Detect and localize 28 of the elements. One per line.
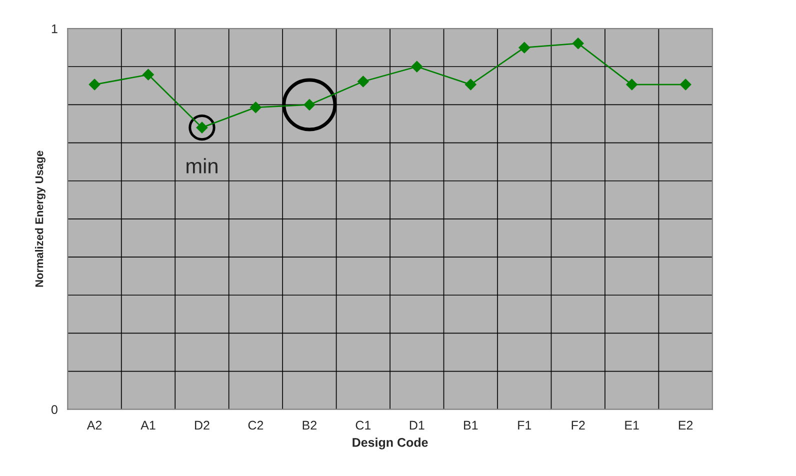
x-tick-label: A1	[140, 420, 156, 430]
x-tick-label: E1	[625, 420, 639, 430]
point	[518, 42, 530, 54]
x-tick-label: C1	[356, 420, 371, 430]
x-tick-label: F1	[518, 420, 532, 430]
point	[142, 69, 154, 80]
x-tick-label: B1	[464, 420, 478, 430]
point	[88, 78, 100, 90]
point	[250, 102, 262, 113]
annotation: min	[186, 158, 218, 174]
x-tick-label: E2	[678, 420, 693, 430]
x-tick-label: D2	[195, 420, 210, 430]
y-tick-label: 0	[51, 405, 58, 414]
x-tick-label: F2	[572, 420, 585, 430]
point	[358, 76, 369, 88]
x-axis-title: Design Code	[352, 438, 428, 450]
x-tick-label: C2	[248, 420, 264, 430]
point	[572, 38, 584, 50]
x-tick-label: A2	[86, 420, 102, 430]
point	[465, 78, 476, 90]
point	[626, 78, 638, 90]
point	[411, 61, 423, 72]
point	[680, 78, 692, 90]
x-tick-label: B2	[302, 420, 316, 430]
x-tick-label: D1	[410, 420, 424, 430]
y-axis-title: Normalized Energy Usage	[35, 150, 46, 287]
point	[304, 99, 316, 110]
y-tick-label: 1	[52, 24, 58, 34]
